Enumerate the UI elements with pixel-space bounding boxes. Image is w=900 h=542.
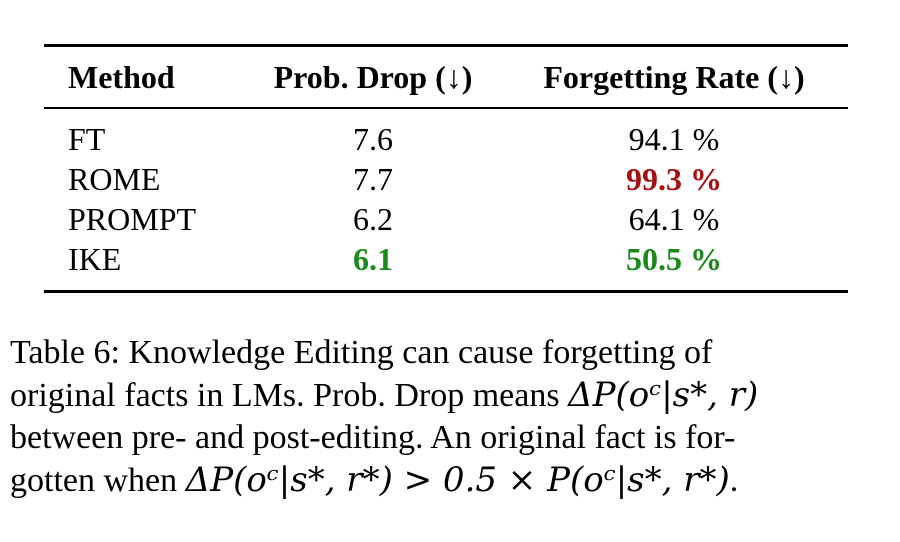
table-header-rule bbox=[44, 107, 848, 109]
caption-text-1: Knowledge Editing can cause forgetting o… bbox=[119, 334, 713, 371]
caption-line-4: gotten when ΔP(oᶜ|s*, r*) > 0.5 × P(oᶜ|s… bbox=[10, 459, 888, 502]
row-rome-drop: 7.7 bbox=[353, 161, 393, 197]
caption-line-2: original facts in LMs. Prob. Drop means … bbox=[10, 374, 888, 417]
row-ike-drop-best: 6.1 bbox=[353, 241, 393, 277]
caption-label: Table 6: bbox=[10, 334, 120, 371]
row-rome-rate-worst: 99.3 % bbox=[626, 161, 722, 197]
caption-line-1: Table 6: Knowledge Editing can cause for… bbox=[10, 332, 888, 374]
row-ft-rate: 94.1 % bbox=[628, 121, 720, 157]
row-ft-drop: 7.6 bbox=[353, 121, 393, 157]
header-method: Method bbox=[68, 59, 175, 95]
caption-text-5: . bbox=[729, 462, 739, 499]
row-prompt-drop: 6.2 bbox=[353, 201, 393, 237]
header-forgetting-rate: Forgetting Rate (↓) bbox=[543, 59, 805, 95]
row-prompt-method: PROMPT bbox=[68, 201, 197, 237]
row-prompt-rate: 64.1 % bbox=[628, 201, 720, 237]
caption-text-4: gotten when bbox=[10, 462, 186, 499]
caption-line-3: between pre- and post-editing. An origin… bbox=[10, 419, 736, 456]
row-ike-method: IKE bbox=[68, 241, 122, 277]
row-rome-method: ROME bbox=[68, 161, 161, 197]
caption-math-forgetting-condition: ΔP(oᶜ|s*, r*) > 0.5 × P(oᶜ|s*, r*) bbox=[185, 460, 730, 500]
row-ft-method: FT bbox=[68, 121, 106, 157]
table-bottom-rule bbox=[44, 290, 848, 293]
row-ike-rate-best: 50.5 % bbox=[626, 241, 722, 277]
caption-math-prob-drop: ΔP(oᶜ|s*, r) bbox=[568, 375, 759, 415]
header-prob-drop: Prob. Drop (↓) bbox=[273, 59, 473, 95]
table-caption: Table 6: Knowledge Editing can cause for… bbox=[10, 332, 888, 502]
caption-text-2: original facts in LMs. Prob. Drop means bbox=[10, 377, 569, 414]
table-top-rule bbox=[44, 44, 848, 47]
